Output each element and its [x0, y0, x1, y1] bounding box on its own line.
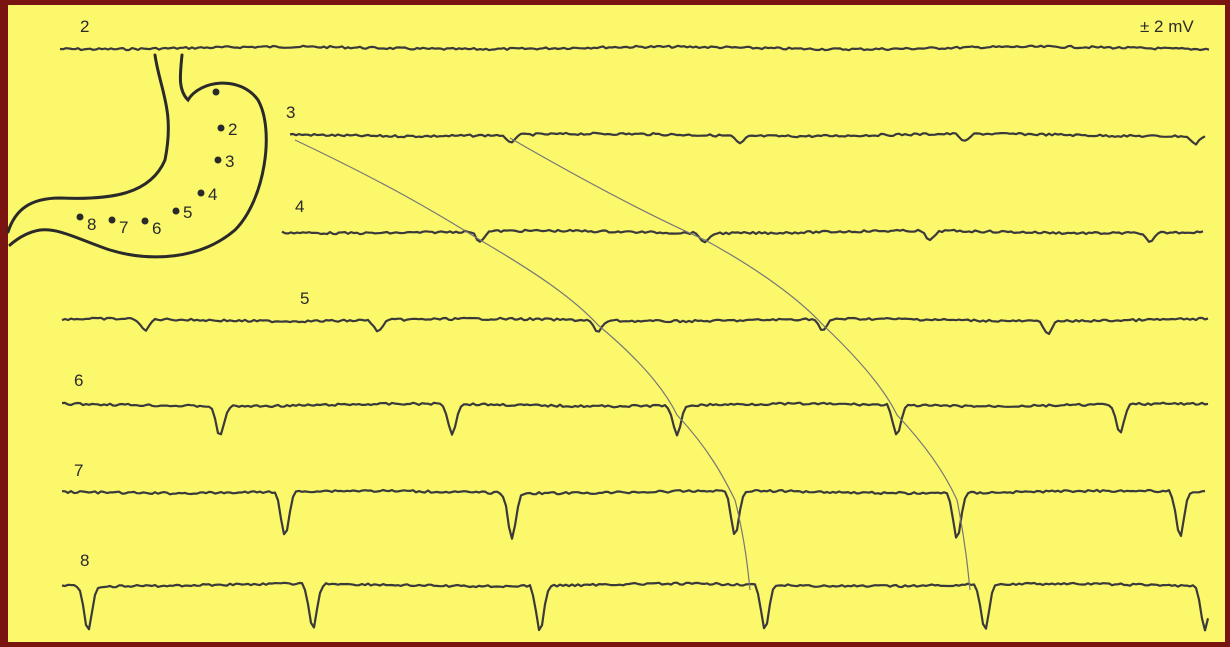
stomach-outline — [6, 53, 170, 234]
trace — [281, 228, 1204, 244]
trace — [289, 131, 1206, 146]
trace-label: 6 — [74, 371, 83, 390]
trace — [61, 488, 1206, 540]
trace-label: 2 — [80, 17, 89, 36]
trace-label: 8 — [80, 551, 89, 570]
electrode-label: 7 — [119, 218, 128, 237]
trace-label: 7 — [74, 461, 83, 480]
electrode — [141, 217, 149, 225]
electrode — [197, 189, 205, 197]
electrode-label: 5 — [183, 203, 192, 222]
electrode — [76, 213, 84, 221]
electrode — [108, 216, 116, 224]
electrode — [172, 207, 180, 215]
trace-label: 5 — [300, 289, 309, 308]
electrode-label: 8 — [87, 215, 96, 234]
electrode — [212, 88, 220, 96]
propagation-line — [509, 137, 971, 591]
background — [8, 5, 1225, 642]
electrode-label: 2 — [228, 120, 237, 139]
trace — [61, 401, 1209, 437]
trace — [61, 316, 1209, 335]
electrode — [217, 124, 225, 132]
stomach — [6, 53, 268, 259]
electrode-label: 6 — [152, 219, 161, 238]
trace-label: 3 — [286, 103, 295, 122]
electrode-label: 3 — [225, 152, 234, 171]
electrode-label: 4 — [208, 185, 217, 204]
stomach-outline — [8, 53, 268, 259]
propagation-line — [294, 139, 751, 591]
scale-label: ± 2 mV — [1140, 17, 1194, 36]
electrodes: 2 345 6 7 8 — [76, 120, 237, 238]
trace — [61, 581, 1210, 632]
electrode — [214, 156, 222, 164]
trace-label: 4 — [295, 197, 304, 216]
trace — [59, 44, 1210, 52]
